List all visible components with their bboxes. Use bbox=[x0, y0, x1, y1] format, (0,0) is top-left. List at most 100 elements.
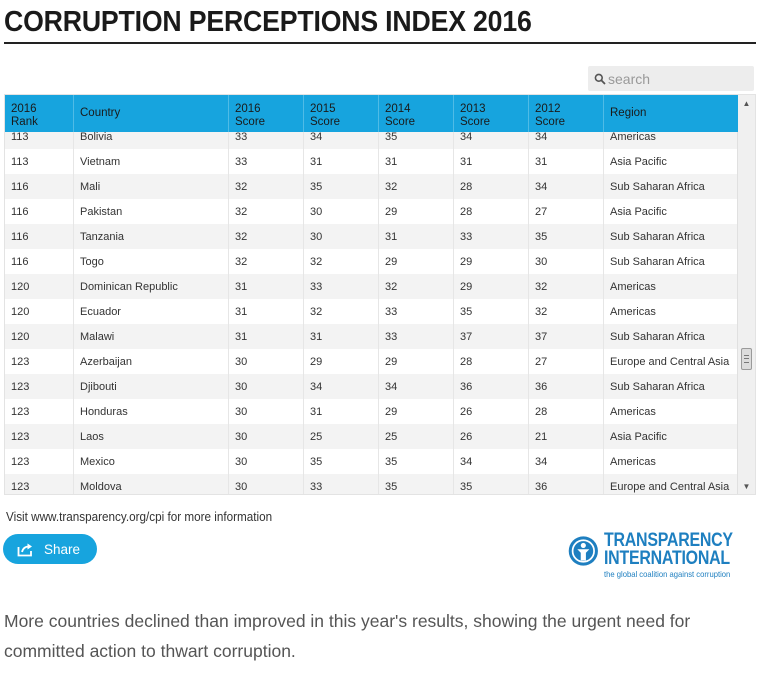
column-header[interactable]: 2012 Score bbox=[529, 95, 604, 132]
table-row: 123 Mexico 30 35 35 34 34 Americas bbox=[5, 449, 738, 474]
visit-link-text[interactable]: Visit www.transparency.org/cpi for more … bbox=[6, 509, 273, 524]
table-cell: Vietnam bbox=[74, 149, 229, 174]
table-cell: Americas bbox=[610, 405, 656, 418]
table-cell: 33 bbox=[379, 324, 454, 349]
column-header[interactable]: 2015 Score bbox=[304, 95, 379, 132]
table-cell: 36 bbox=[529, 474, 604, 494]
share-icon bbox=[17, 543, 32, 556]
table-cell: Mali bbox=[74, 174, 229, 199]
scroll-thumb[interactable] bbox=[741, 348, 752, 370]
column-header[interactable]: 2013 Score bbox=[454, 95, 529, 132]
table-cell: 34 bbox=[529, 124, 604, 149]
table-row: 123 Djibouti 30 34 34 36 36 Sub Saharan Africa bbox=[5, 374, 738, 399]
table-cell: 28 bbox=[454, 174, 529, 199]
table-cell: 32 bbox=[529, 299, 604, 324]
table-cell: 30 bbox=[229, 474, 304, 494]
table-cell: 32 bbox=[379, 274, 454, 299]
table-cell: Asia Pacific bbox=[610, 155, 667, 168]
column-header[interactable]: 2014 Score bbox=[379, 95, 454, 132]
table-cell: 32 bbox=[229, 199, 304, 224]
table-cell: 36 bbox=[529, 374, 604, 399]
table-cell: 30 bbox=[229, 449, 304, 474]
column-header[interactable]: Region bbox=[610, 107, 647, 119]
column-header[interactable]: 2016 Score bbox=[229, 95, 304, 132]
table-cell: 34 bbox=[304, 124, 379, 149]
table-cell: 34 bbox=[379, 374, 454, 399]
table-cell: 32 bbox=[379, 174, 454, 199]
share-button[interactable]: Share bbox=[3, 534, 97, 564]
table-cell: Laos bbox=[74, 424, 229, 449]
table-cell: 34 bbox=[529, 174, 604, 199]
table-cell: 123 bbox=[5, 349, 74, 374]
table-cell: 33 bbox=[229, 149, 304, 174]
table-scrollbar[interactable]: ▲ ▼ bbox=[737, 95, 755, 494]
table-cell: 34 bbox=[304, 374, 379, 399]
table-cell: 35 bbox=[304, 174, 379, 199]
table-cell: 32 bbox=[229, 174, 304, 199]
table-header: 2016 Rank Country 2016 Score 2015 Score 2014… bbox=[5, 95, 738, 132]
table-cell: 21 bbox=[529, 424, 604, 449]
title-divider bbox=[4, 42, 756, 44]
ti-globe-icon bbox=[568, 536, 598, 566]
table-cell: 33 bbox=[304, 274, 379, 299]
table-cell: 29 bbox=[454, 274, 529, 299]
table-cell: 35 bbox=[379, 124, 454, 149]
table-cell: 123 bbox=[5, 399, 74, 424]
table-cell: 32 bbox=[229, 249, 304, 274]
table-cell: Tanzania bbox=[74, 224, 229, 249]
table-cell: 31 bbox=[379, 149, 454, 174]
table-row: 120 Ecuador 31 32 33 35 32 Americas bbox=[5, 299, 738, 324]
table-cell: 35 bbox=[304, 449, 379, 474]
table-cell: Dominican Republic bbox=[74, 274, 229, 299]
column-header[interactable]: Country bbox=[74, 95, 229, 132]
table-cell: 31 bbox=[229, 274, 304, 299]
table-cell: Djibouti bbox=[74, 374, 229, 399]
table-cell: 123 bbox=[5, 424, 74, 449]
table-row: 116 Tanzania 32 30 31 33 35 Sub Saharan Africa bbox=[5, 224, 738, 249]
table-cell: 123 bbox=[5, 449, 74, 474]
table-cell: 30 bbox=[229, 424, 304, 449]
table-cell: 30 bbox=[304, 224, 379, 249]
table-cell: 32 bbox=[529, 274, 604, 299]
table-cell: 120 bbox=[5, 324, 74, 349]
table-cell: 113 bbox=[5, 149, 74, 174]
table-cell: 35 bbox=[454, 474, 529, 494]
table-cell: Pakistan bbox=[74, 199, 229, 224]
table-cell: Mexico bbox=[74, 449, 229, 474]
table-cell: 120 bbox=[5, 299, 74, 324]
transparency-international-logo[interactable]: TRANSPARENCY INTERNATIONAL the global co… bbox=[567, 531, 757, 580]
table-cell: 30 bbox=[229, 399, 304, 424]
table-cell: 116 bbox=[5, 174, 74, 199]
table-cell: 34 bbox=[454, 124, 529, 149]
table-cell: 30 bbox=[229, 374, 304, 399]
table-cell: 113 bbox=[5, 124, 74, 149]
table-cell: Togo bbox=[74, 249, 229, 274]
cpi-table[interactable]: 113 Bolivia 33 34 35 34 34 Americas 113 Vietnam 33… bbox=[4, 94, 756, 495]
search-input[interactable]: search bbox=[588, 66, 754, 91]
table-cell: 29 bbox=[304, 349, 379, 374]
share-label: Share bbox=[44, 541, 81, 557]
table-cell: 28 bbox=[529, 399, 604, 424]
table-cell: Ecuador bbox=[74, 299, 229, 324]
table-row: 120 Malawi 31 31 33 37 37 Sub Saharan Africa bbox=[5, 324, 738, 349]
table-cell: 33 bbox=[379, 299, 454, 324]
table-cell: 29 bbox=[379, 349, 454, 374]
scroll-up-icon[interactable]: ▲ bbox=[742, 98, 751, 108]
column-header[interactable]: 2016 Rank bbox=[5, 95, 74, 132]
table-cell: 32 bbox=[304, 249, 379, 274]
table-cell: 35 bbox=[379, 474, 454, 494]
table-cell: 31 bbox=[304, 324, 379, 349]
table-cell: 28 bbox=[454, 349, 529, 374]
table-cell: 30 bbox=[304, 199, 379, 224]
table-cell: 31 bbox=[229, 324, 304, 349]
table-cell: 27 bbox=[529, 349, 604, 374]
table-cell: 116 bbox=[5, 224, 74, 249]
table-cell: Malawi bbox=[74, 324, 229, 349]
scroll-down-icon[interactable]: ▼ bbox=[742, 481, 751, 491]
table-cell: 29 bbox=[454, 249, 529, 274]
table-cell: 31 bbox=[454, 149, 529, 174]
table-cell: 34 bbox=[529, 449, 604, 474]
table-cell: 33 bbox=[304, 474, 379, 494]
table-cell: 26 bbox=[454, 424, 529, 449]
table-cell: 36 bbox=[454, 374, 529, 399]
